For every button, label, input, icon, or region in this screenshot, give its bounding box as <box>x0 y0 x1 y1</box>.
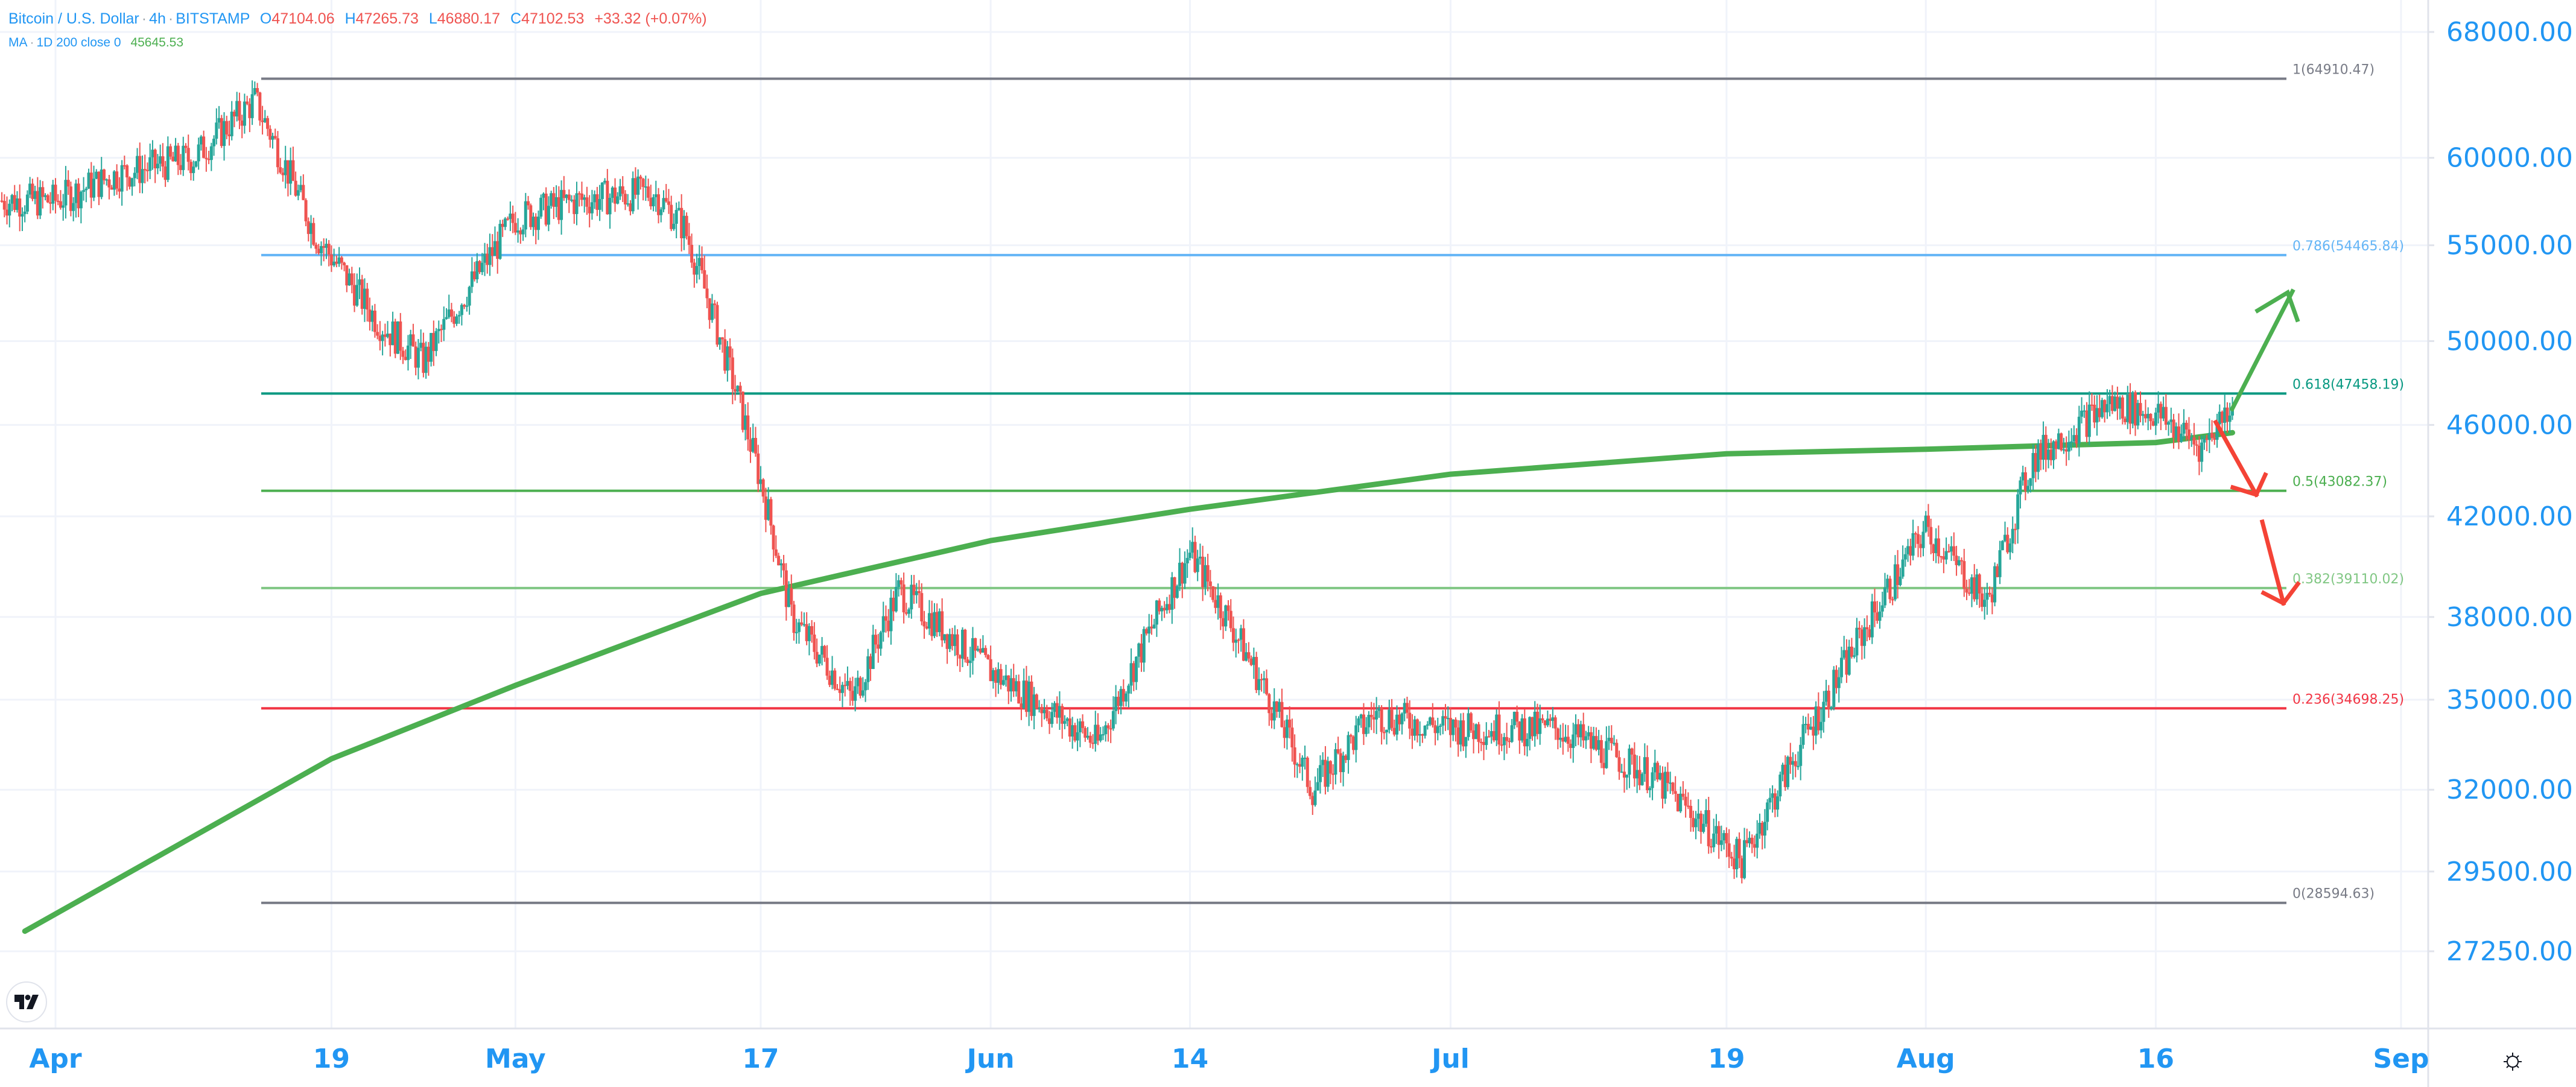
change-value: +33.32 (+0.07%) <box>594 10 707 27</box>
arrow-up-icon[interactable] <box>2229 288 2300 412</box>
price-tick-label: 42000.00 <box>2446 501 2573 532</box>
symbol-legend[interactable]: Bitcoin / U.S. Dollar · 4h · BITSTAMP O47104… <box>8 8 707 29</box>
price-tick-label: 32000.00 <box>2446 775 2573 805</box>
fib-retracement[interactable]: 1(64910.47) 0.786(54465.84) 0.618(47458.19… <box>261 62 2404 904</box>
fib-level-label: 0.618(47458.19) <box>2292 377 2404 392</box>
low-value: 46880.17 <box>437 10 501 27</box>
price-tick-label: 46000.00 <box>2446 410 2573 440</box>
price-tick-label: 38000.00 <box>2446 602 2573 633</box>
tradingview-logo-icon[interactable] <box>6 981 47 1022</box>
time-tick-label: May <box>485 1044 546 1074</box>
indicator-name[interactable]: MA <box>8 36 28 49</box>
open-label: O <box>259 10 272 27</box>
price-axis[interactable]: 68000.00 60000.00 55000.00 50000.00 46000.00… <box>2446 17 2573 967</box>
arrow-down-icon[interactable] <box>2213 419 2268 498</box>
tradingview-logo-glyph <box>14 995 39 1009</box>
fib-level-label: 0.382(39110.02) <box>2292 572 2404 587</box>
separator: · <box>141 10 147 27</box>
time-tick-label: Jun <box>965 1044 1015 1074</box>
close-value: 47102.53 <box>521 10 585 27</box>
low-label: L <box>428 10 437 27</box>
indicator-params: 1D 200 close 0 <box>36 36 121 49</box>
time-tick-label: 17 <box>742 1044 779 1074</box>
symbol-name[interactable]: Bitcoin / U.S. Dollar <box>8 10 139 27</box>
time-tick-label: 16 <box>2137 1044 2174 1074</box>
sun-glyph <box>2504 1053 2522 1071</box>
fib-level-label: 1(64910.47) <box>2292 62 2375 77</box>
ma-line <box>22 429 2235 934</box>
price-tick-label: 27250.00 <box>2446 936 2573 967</box>
interval[interactable]: 4h <box>149 10 166 27</box>
price-tick-label: 55000.00 <box>2446 230 2573 261</box>
chart-legend: Bitcoin / U.S. Dollar · 4h · BITSTAMP O47104… <box>8 8 707 53</box>
time-tick-label: 19 <box>313 1044 350 1074</box>
price-tick-label: 60000.00 <box>2446 143 2573 174</box>
fib-level-label: 0.786(54465.84) <box>2292 239 2404 254</box>
fib-level-label: 0.236(34698.25) <box>2292 692 2404 707</box>
candlestick-series <box>0 80 2234 884</box>
high-value: 47265.73 <box>355 10 419 27</box>
time-tick-label: Aug <box>1897 1044 1955 1074</box>
indicator-legend[interactable]: MA · 1D 200 close 0 45645.53 <box>8 33 707 53</box>
indicator-value: 45645.53 <box>130 36 184 49</box>
arrow-down-icon[interactable] <box>2259 519 2301 606</box>
time-tick-label: Apr <box>29 1044 82 1074</box>
time-axis[interactable]: Apr 19 May 17 Jun 14 Jul 19 Aug 16 Sep <box>29 1044 2429 1074</box>
close-label: C <box>510 10 522 27</box>
exchange: BITSTAMP <box>176 10 250 27</box>
high-label: H <box>344 10 356 27</box>
time-tick-label: Sep <box>2373 1044 2429 1074</box>
fib-level-label: 0.5(43082.37) <box>2292 475 2387 490</box>
price-tick-label: 68000.00 <box>2446 17 2573 48</box>
fib-level-label: 0(28594.63) <box>2292 887 2375 902</box>
price-tick-label: 35000.00 <box>2446 685 2573 715</box>
time-tick-label: Jul <box>1430 1044 1470 1074</box>
time-tick-label: 19 <box>1708 1044 1745 1074</box>
price-tick-label: 50000.00 <box>2446 326 2573 357</box>
horizontal-grid <box>0 31 2434 952</box>
open-value: 47104.06 <box>271 10 335 27</box>
separator: · <box>168 10 174 27</box>
settings-sun-icon[interactable] <box>2498 1047 2528 1077</box>
separator: · <box>30 36 34 49</box>
arrow-annotations[interactable] <box>2213 288 2301 606</box>
price-tick-label: 29500.00 <box>2446 857 2573 887</box>
time-tick-label: 14 <box>1172 1044 1208 1074</box>
